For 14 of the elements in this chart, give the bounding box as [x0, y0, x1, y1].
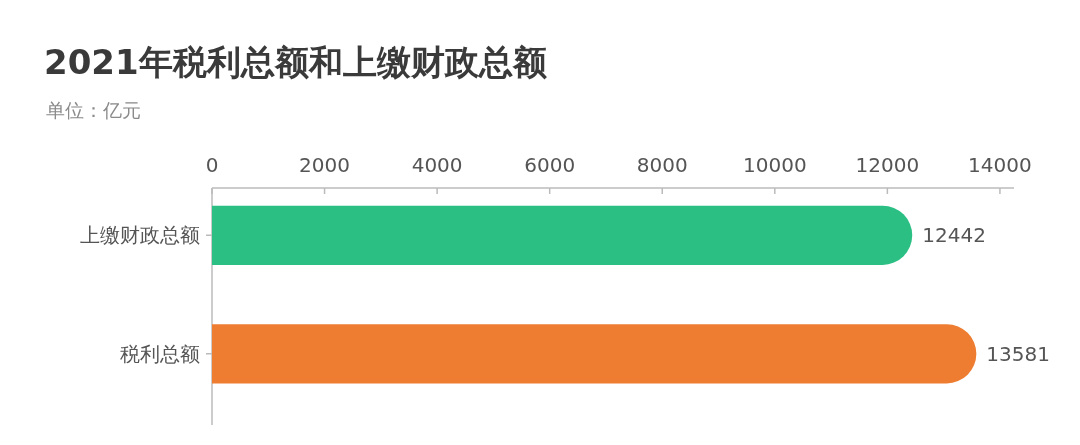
- y-tick-label: 税利总额: [120, 341, 200, 366]
- chart-title: 2021年税利总额和上缴财政总额: [44, 42, 547, 82]
- data-label: 12442: [922, 223, 986, 248]
- data-label: 13581: [986, 341, 1050, 366]
- x-tick-label: 6000: [524, 153, 576, 177]
- y-tick-label: 上缴财政总额: [80, 223, 200, 248]
- chart-subtitle: 单位：亿元: [46, 99, 141, 121]
- x-tick-label: 14000: [968, 153, 1032, 177]
- x-tick-label: 0: [205, 153, 219, 177]
- x-tick-label: 2000: [299, 153, 351, 177]
- x-tick-label: 12000: [855, 153, 920, 177]
- x-tick-label: 4000: [411, 153, 463, 177]
- x-tick-label: 8000: [636, 153, 688, 177]
- x-tick-label: 10000: [742, 153, 807, 177]
